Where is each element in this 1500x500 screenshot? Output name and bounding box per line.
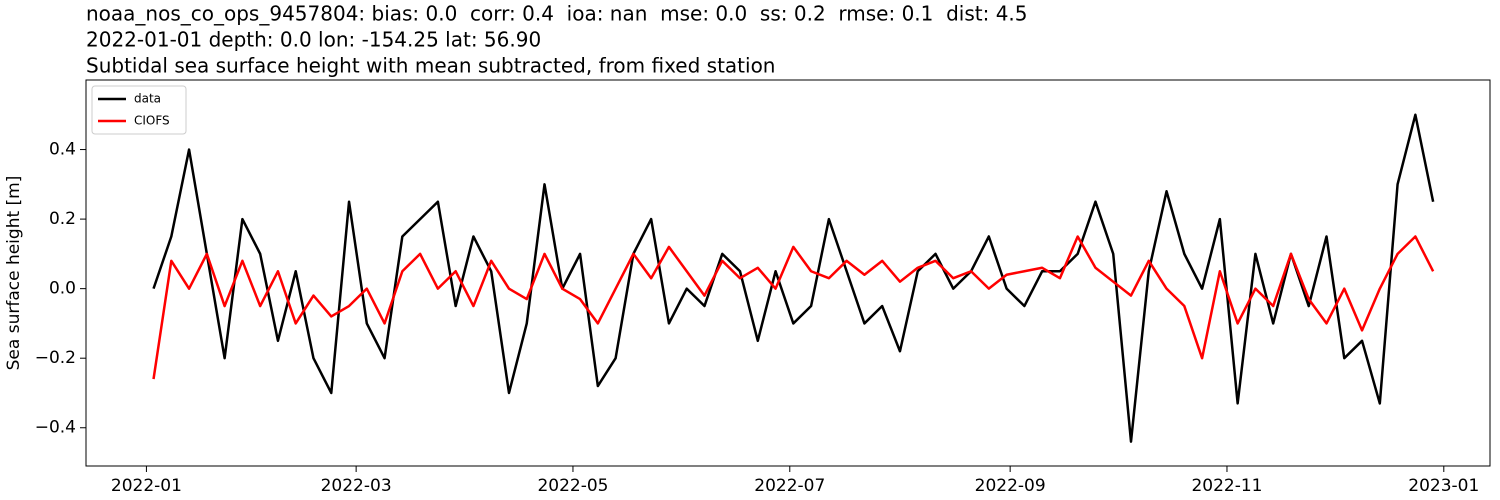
y-tick-label: 0.2 (49, 209, 76, 229)
x-tick-label: 2022-11 (1191, 476, 1262, 496)
chart-subtitle: Subtidal sea surface height with mean su… (86, 54, 775, 78)
y-tick-label: −0.2 (35, 348, 76, 368)
x-tick-label: 2022-01 (111, 476, 182, 496)
y-tick-label: −0.4 (35, 418, 76, 438)
data-line (152, 113, 1435, 443)
x-tick-label: 2022-05 (537, 476, 608, 496)
x-tick-label: 2023-01 (1408, 476, 1479, 496)
y-axis-label: Sea surface height [m] (4, 176, 24, 371)
y-tick-label: 0.4 (49, 140, 76, 160)
x-tick-label: 2022-09 (975, 476, 1046, 496)
x-tick-label: 2022-07 (754, 476, 825, 496)
legend-label: data (134, 92, 161, 106)
data-line (152, 235, 1435, 380)
chart-subtitle: 2022-01-01 depth: 0.0 lon: -154.25 lat: … (86, 28, 541, 52)
x-tick-label: 2022-03 (321, 476, 392, 496)
plot-frame (85, 79, 1491, 467)
y-tick-label: 0.0 (49, 279, 76, 299)
chart-title: noaa_nos_co_ops_9457804: bias: 0.0 corr:… (86, 2, 1028, 26)
legend-label: CIOFS (134, 114, 170, 128)
